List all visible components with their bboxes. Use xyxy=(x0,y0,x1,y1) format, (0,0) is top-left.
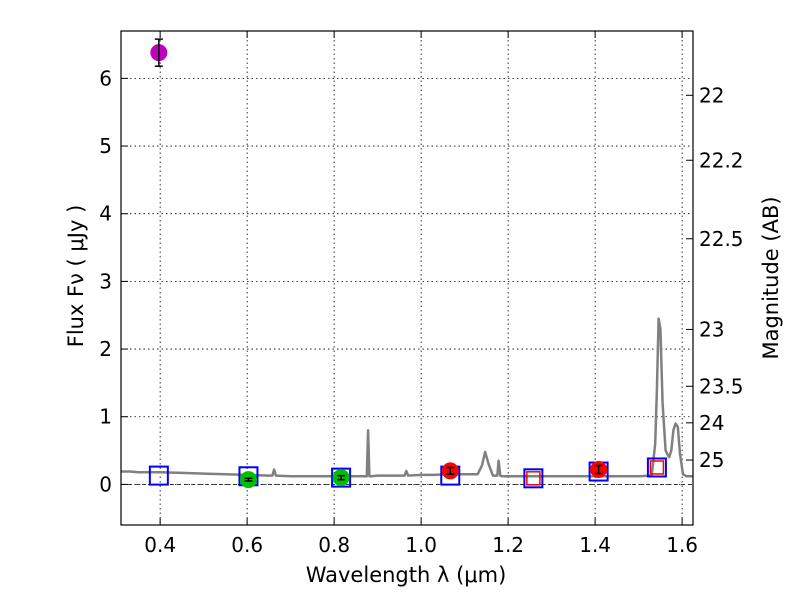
plot-frame xyxy=(120,30,694,526)
x-tick-label: 1.0 xyxy=(405,533,437,557)
model-photometry-square xyxy=(646,457,667,478)
y-tick-label: 6 xyxy=(99,66,112,90)
x-tick-label: 0.8 xyxy=(318,533,350,557)
model-spectrum-line xyxy=(121,317,693,478)
right-tick-label: 22.2 xyxy=(699,148,744,172)
x-tick-label: 1.2 xyxy=(492,533,524,557)
y-tick-label: 1 xyxy=(99,405,112,429)
y-axis-label: Flux Fν ( μJy ) xyxy=(64,205,88,348)
x-tick-label: 0.4 xyxy=(144,533,176,557)
y-tick-label: 0 xyxy=(99,472,112,496)
y-tick-label: 5 xyxy=(99,134,112,158)
x-tick-label: 1.6 xyxy=(666,533,698,557)
x-tick-label: 1.4 xyxy=(579,533,611,557)
y-tick-label: 4 xyxy=(99,202,112,226)
right-tick-label: 23 xyxy=(699,317,724,341)
right-tick-label: 24 xyxy=(699,411,724,435)
right-tick-label: 23.5 xyxy=(699,374,744,398)
model-photometry-inner-square xyxy=(649,460,665,475)
ticks-layer: 0.4 0.6 0.8 1.0 1.2 1.4 1.601234562222.222.523… xyxy=(99,31,744,557)
model-photometry-square xyxy=(331,467,352,488)
spectrum-layer xyxy=(121,317,693,478)
grid-layer xyxy=(121,31,693,525)
y-tick-label: 3 xyxy=(99,269,112,293)
model-photometry-square xyxy=(523,468,544,489)
x-axis-label: Wavelength λ (μm) xyxy=(306,563,507,587)
right-axis-label: Magnitude (AB) xyxy=(759,196,783,359)
y-tick-label: 2 xyxy=(99,337,112,361)
x-tick-label: 0.6 xyxy=(231,533,263,557)
model-photometry-inner-square xyxy=(526,471,541,486)
observed-photometry-layer xyxy=(150,38,608,489)
right-tick-label: 22.5 xyxy=(699,227,744,251)
right-tick-label: 25 xyxy=(699,448,724,472)
right-tick-label: 22 xyxy=(699,83,724,107)
model-photometry-square xyxy=(148,465,169,486)
